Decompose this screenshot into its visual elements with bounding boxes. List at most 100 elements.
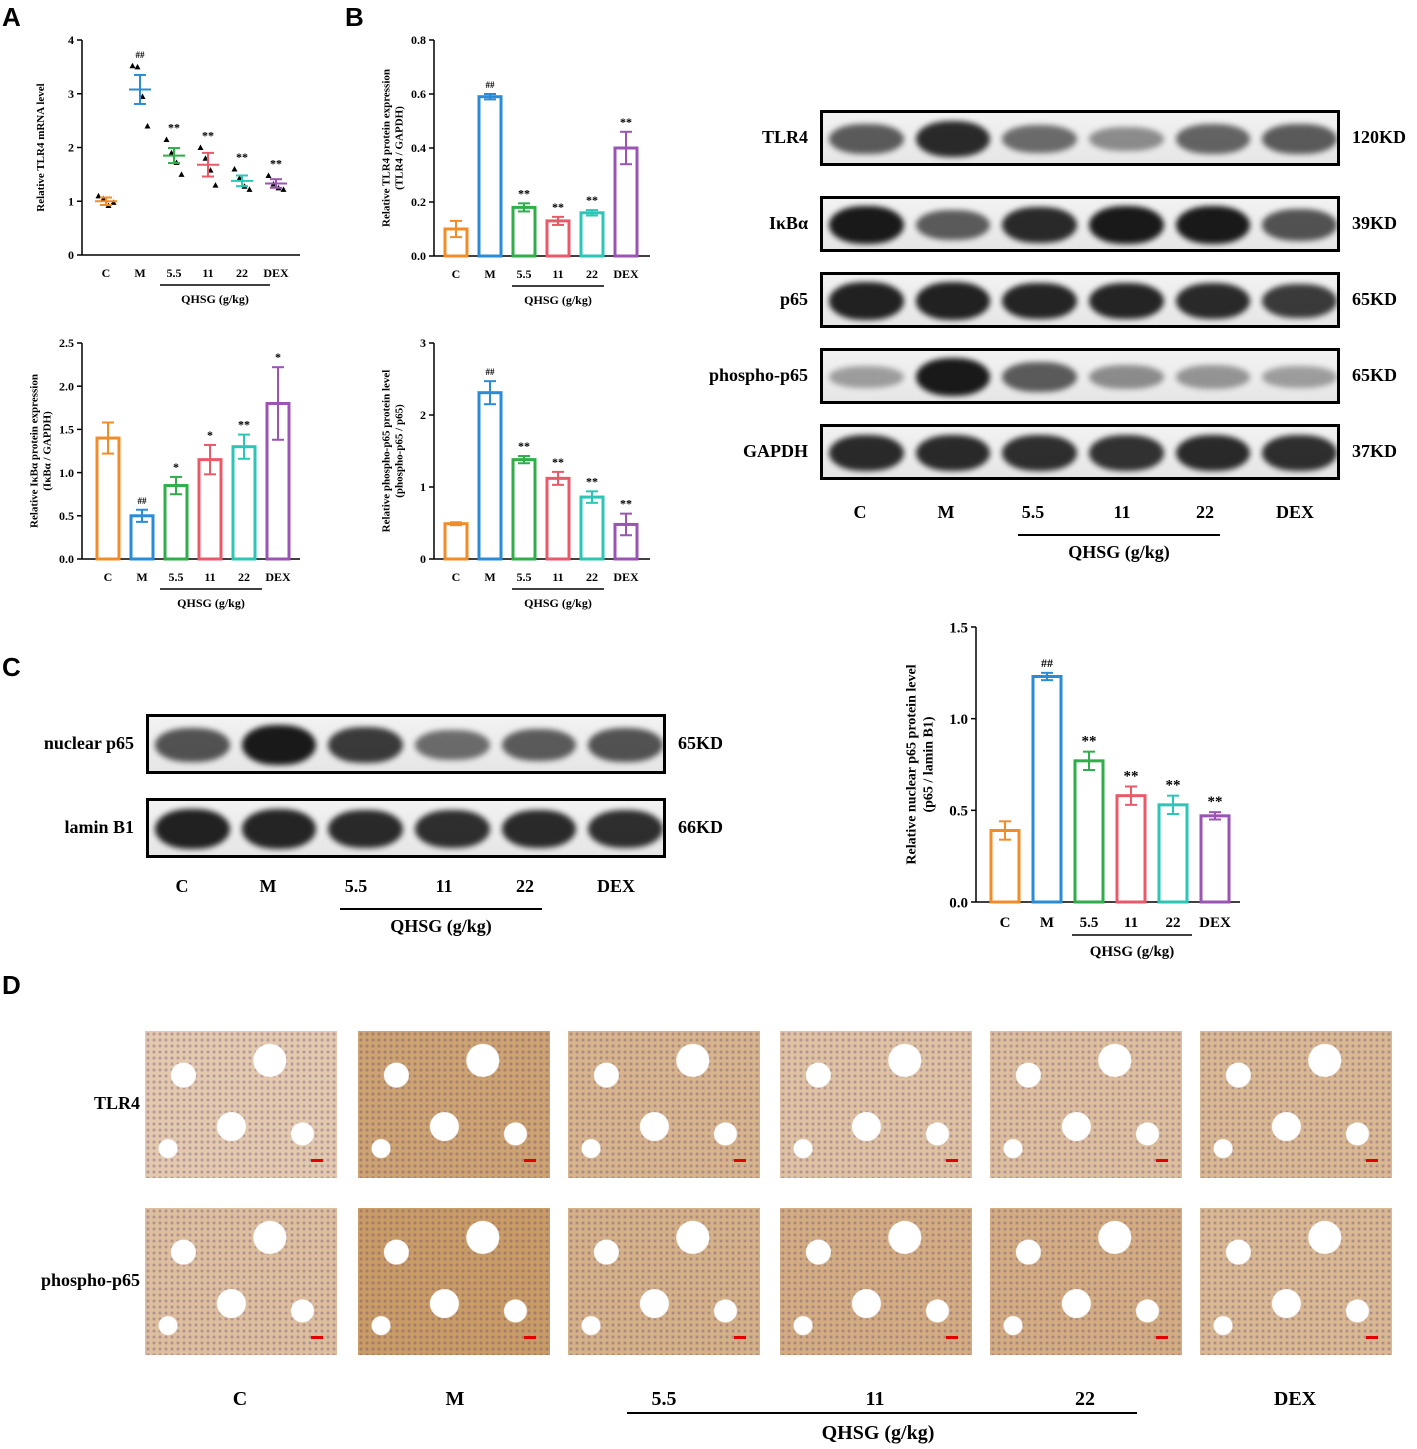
- ihc-image-tile: [780, 1031, 972, 1178]
- panel-b-row-label: phospho-p65: [708, 365, 808, 385]
- panel-letter-b: B: [345, 2, 364, 32]
- ihc-image-tile: [780, 1208, 972, 1355]
- blot-band: [1262, 365, 1337, 389]
- blot-band: [829, 434, 904, 472]
- significance-label: ##: [138, 496, 148, 506]
- significance-label: **: [1208, 794, 1223, 810]
- chart-A2: 0.0 0.5 1.0 1.5 2.0 2.5 Relative IκBα protein …: [28, 336, 300, 610]
- significance-label: ##: [136, 50, 146, 60]
- group-label: QHSG (g/kg): [181, 292, 249, 306]
- blot-band: [1089, 282, 1164, 320]
- y-tick-label: 3: [68, 87, 74, 101]
- chart-B2: 0 1 2 3 Relative phospho-p65 protein level(p…: [380, 336, 650, 610]
- significance-label: **: [518, 439, 530, 453]
- x-tick-label: DEX: [263, 266, 289, 280]
- significance-label: ##: [486, 80, 496, 90]
- x-tick-label: 5.5: [1080, 915, 1099, 931]
- panel-c-lane-label: 5.5: [344, 876, 368, 896]
- x-tick-label: C: [104, 570, 113, 584]
- panel-b-blot-3: [820, 348, 1340, 404]
- blot-band: [155, 728, 230, 762]
- panel-b-row-label: IκBα: [768, 213, 808, 233]
- panel-c-lane-label: DEX: [596, 876, 636, 896]
- panel-c-lane-label: 22: [516, 876, 534, 896]
- scale-bar: [524, 1159, 536, 1162]
- panel-b-blot-4: [820, 424, 1340, 480]
- x-tick-label: C: [102, 266, 111, 280]
- blot-band: [829, 205, 904, 245]
- blot-band: [155, 809, 230, 849]
- blot-band: [915, 282, 991, 320]
- blot-band: [1175, 434, 1251, 472]
- significance-label: **: [620, 115, 632, 129]
- ihc-image-tile: [568, 1031, 760, 1178]
- panel-c-kd-label: 66KD: [678, 817, 723, 837]
- y-axis-label: Relative IκBα protein expression(IκBα / …: [28, 374, 53, 528]
- data-point: [197, 144, 204, 150]
- panel-b-kd-label: 65KD: [1352, 289, 1397, 309]
- scale-bar: [1366, 1159, 1378, 1162]
- ihc-image-tile: [358, 1031, 550, 1178]
- significance-label: **: [620, 497, 632, 511]
- x-tick-label: 5.5: [517, 267, 532, 281]
- data-point: [129, 62, 136, 69]
- data-point: [144, 123, 151, 129]
- panel-c-kd-label: 65KD: [678, 733, 723, 753]
- blot-band: [915, 357, 991, 397]
- panel-c-group-label: QHSG (g/kg): [390, 916, 492, 936]
- y-tick-label: 1: [420, 480, 426, 494]
- x-tick-label: M: [136, 570, 147, 584]
- scale-bar: [524, 1336, 536, 1339]
- blot-band: [501, 728, 577, 762]
- panel-b-lane-label: 11: [1113, 502, 1131, 522]
- y-axis-label: Relative TLR4 protein expression(TLR4 / …: [380, 69, 405, 227]
- blot-band: [328, 726, 403, 764]
- scale-bar: [734, 1336, 746, 1339]
- blot-band: [588, 728, 663, 762]
- bar: [443, 522, 469, 561]
- chart-C1: 0.0 0.5 1.0 1.5 Relative nuclear p65 protein…: [905, 620, 1240, 960]
- panel-c-blot-1: [146, 798, 666, 858]
- x-tick-label: M: [484, 570, 495, 584]
- x-tick-label: 22: [586, 570, 598, 584]
- panel-b-lane-label: DEX: [1275, 502, 1315, 522]
- y-axis-label: Relative phospho-p65 protein level(phosp…: [380, 370, 405, 533]
- scale-bar: [734, 1159, 746, 1162]
- y-tick-label: 1.5: [949, 620, 968, 636]
- y-tick-label: 1: [68, 194, 74, 208]
- x-tick-label: 5.5: [167, 266, 182, 280]
- y-tick-label: 0.0: [59, 552, 74, 566]
- blot-band: [1089, 126, 1164, 152]
- bar: [1157, 803, 1189, 904]
- significance-label: *: [207, 428, 213, 442]
- data-point: [163, 136, 170, 142]
- ihc-group-line: [627, 1412, 1137, 1414]
- blot-band: [241, 809, 317, 849]
- blot-band: [1175, 282, 1251, 320]
- blot-band: [1175, 365, 1251, 389]
- blot-band: [241, 724, 317, 766]
- group-label: QHSG (g/kg): [524, 293, 592, 307]
- y-tick-label: 1.0: [949, 712, 968, 728]
- bar: [231, 445, 257, 561]
- panel-b-group-line: [1018, 534, 1220, 536]
- x-tick-label: 22: [236, 266, 248, 280]
- panel-letter-c: C: [2, 652, 21, 682]
- significance-label: **: [202, 129, 214, 143]
- blot-band: [1002, 282, 1077, 320]
- y-axis-label: Relative TLR4 mRNA level: [35, 83, 47, 211]
- significance-label: ##: [1041, 656, 1053, 670]
- bar: [545, 476, 571, 561]
- scale-bar: [946, 1159, 958, 1162]
- y-tick-label: 0: [420, 552, 426, 566]
- x-tick-label: DEX: [1199, 915, 1231, 931]
- data-point: [280, 186, 287, 192]
- x-tick-label: DEX: [613, 570, 639, 584]
- y-tick-label: 2.0: [59, 379, 74, 393]
- significance-label: ##: [486, 367, 496, 377]
- blot-band: [1175, 124, 1251, 154]
- bar: [989, 829, 1021, 904]
- x-tick-label: C: [452, 267, 461, 281]
- x-tick-label: M: [1040, 915, 1054, 931]
